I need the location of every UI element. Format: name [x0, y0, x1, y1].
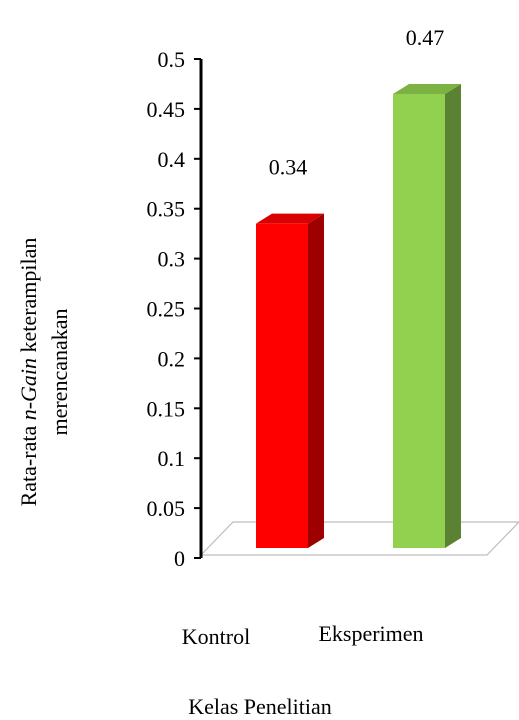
bars — [256, 83, 461, 548]
y-tick-label: 0.5 — [158, 47, 186, 72]
bar-side-face — [445, 83, 461, 548]
data-label-eksperimen: 0.47 — [406, 25, 445, 50]
y-tick-label: 0 — [174, 546, 185, 571]
y-axis-title-line2: merencanakan — [47, 308, 72, 435]
y-tick-label: 0.25 — [147, 297, 186, 322]
bar-eksperimen — [393, 83, 461, 548]
y-tick-label: 0.2 — [158, 346, 186, 371]
y-tick-label: 0.4 — [158, 147, 186, 172]
category-label-eksperimen: Eksperimen — [318, 621, 423, 646]
bar-top-face — [256, 213, 324, 224]
bar-kontrol — [256, 213, 324, 548]
data-labels: 0.34 0.47 — [269, 25, 445, 180]
y-axis-ticks: 0 0.05 0.1 0.15 0.2 0.25 0.3 0.35 0.4 0.45 0.5 — [147, 47, 201, 571]
bar-top-face — [393, 83, 461, 94]
y-axis-title-line1: Rata-rata n-Gain keterampilan — [16, 238, 41, 507]
data-label-kontrol: 0.34 — [269, 155, 308, 180]
y-tick-label: 0.45 — [147, 97, 186, 122]
bar-side-face — [308, 213, 324, 548]
y-tick-label: 0.35 — [147, 197, 186, 222]
y-axis-title-suffix: keterampilan — [16, 238, 41, 358]
y-axis-title-prefix: Rata-rata — [16, 420, 41, 506]
bar-front-face — [393, 93, 445, 548]
bar-front-face — [256, 223, 308, 548]
category-label-kontrol: Kontrol — [182, 624, 250, 649]
y-tick-label: 0.05 — [147, 496, 186, 521]
x-axis-title: Kelas Penelitian — [188, 694, 332, 719]
y-tick-label: 0.1 — [158, 446, 186, 471]
chart-floor — [199, 521, 519, 556]
y-tick-label: 0.3 — [158, 247, 186, 272]
y-axis-title-italic: n-Gain — [16, 358, 41, 420]
y-tick-label: 0.15 — [147, 396, 186, 421]
